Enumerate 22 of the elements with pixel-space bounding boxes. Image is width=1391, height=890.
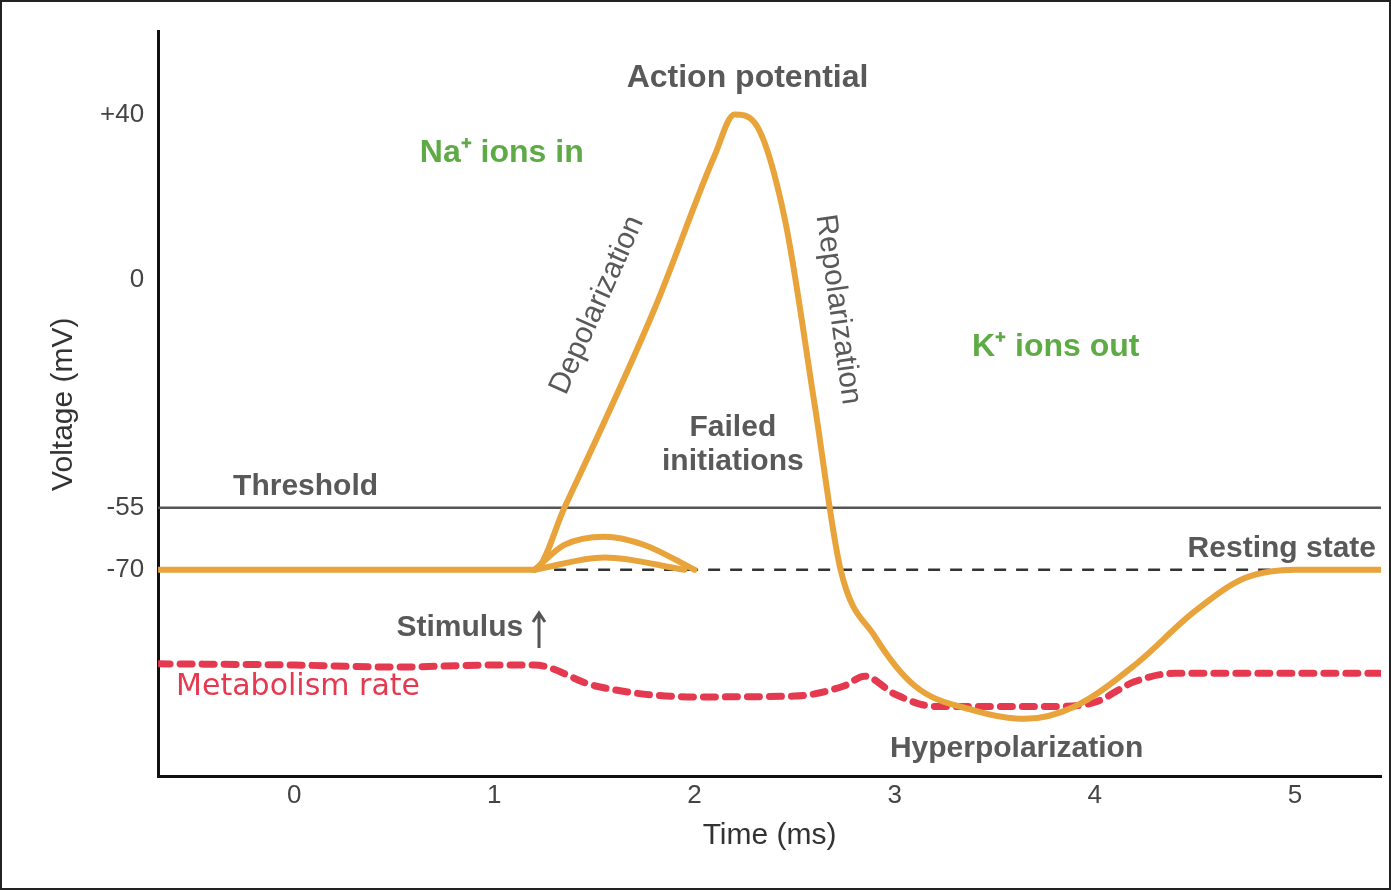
y-tick-label: -70 (106, 552, 145, 583)
x-axis-title: Time (ms) (702, 817, 837, 851)
x-tick-label: 5 (1287, 778, 1303, 809)
x-tick-label: 2 (687, 778, 702, 809)
annotation: Action potential (626, 58, 869, 95)
annotation: Hyperpolarization (889, 730, 1144, 764)
annotation: K⁺ ions out (972, 326, 1140, 363)
x-tick-label: 4 (1087, 778, 1103, 809)
annotation: Failed initiations (662, 409, 804, 477)
ref-line-label: Threshold (233, 467, 379, 501)
y-tick-label: +40 (99, 97, 145, 128)
x-tick-label: 3 (887, 778, 902, 809)
series-label: Metabolism rate (176, 666, 420, 702)
annotation: Na⁺ ions in (419, 132, 584, 169)
y-axis-title: Voltage (mV) (45, 317, 79, 491)
annotation: Stimulus (396, 609, 524, 643)
y-tick-label: -55 (106, 490, 145, 521)
ref-line-label: Resting state (1187, 530, 1376, 564)
x-tick-label: 0 (286, 778, 302, 809)
x-tick-label: 1 (487, 778, 502, 809)
y-tick-label: 0 (129, 263, 145, 294)
annotation: Repolarization (810, 212, 870, 407)
